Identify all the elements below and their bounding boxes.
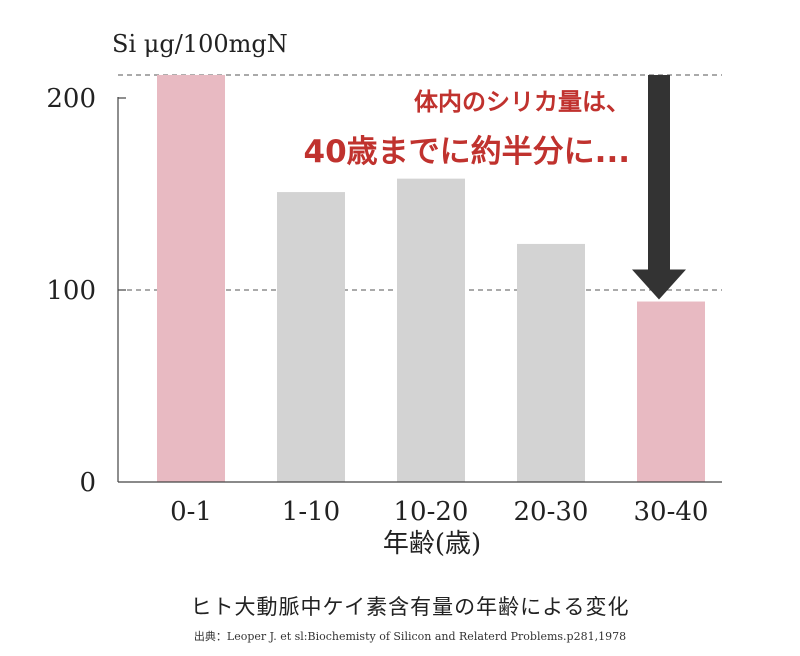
arrow-shape (632, 74, 686, 300)
down-arrow-icon (632, 74, 686, 300)
source-citation: 出典：Leoper J. et sl:Biochemisty of Silico… (194, 629, 626, 643)
bar-20-30 (517, 243, 585, 482)
y-axis-label: Si μg/100mgN (112, 30, 288, 58)
y-tick-label-100: 100 (46, 276, 96, 306)
annotation-line-1: 体内のシリカ量は、 (414, 88, 630, 116)
y-ticks: 0 100 200 (46, 84, 126, 498)
y-tick-label-200: 200 (46, 84, 96, 114)
x-tick-label-1-10: 1-10 (282, 497, 340, 527)
bar-0-1 (157, 74, 225, 483)
bars (157, 74, 705, 483)
x-ticks: 0-1 1-10 10-20 20-30 30-40 (170, 497, 708, 527)
bar-10-20 (397, 178, 465, 482)
chart-caption: ヒト大動脈中ケイ素含有量の年齢による変化 (191, 595, 630, 619)
y-tick-label-0: 0 (79, 468, 96, 498)
bar-30-40 (637, 301, 705, 482)
annotation-line-2: 40歳までに約半分に... (304, 134, 630, 170)
bar-1-10 (277, 192, 345, 482)
x-tick-label-0-1: 0-1 (170, 497, 212, 527)
x-tick-label-10-20: 10-20 (394, 497, 469, 527)
x-axis-label: 年齢(歳) (383, 529, 481, 559)
x-tick-label-20-30: 20-30 (514, 497, 589, 527)
x-tick-label-30-40: 30-40 (634, 497, 709, 527)
